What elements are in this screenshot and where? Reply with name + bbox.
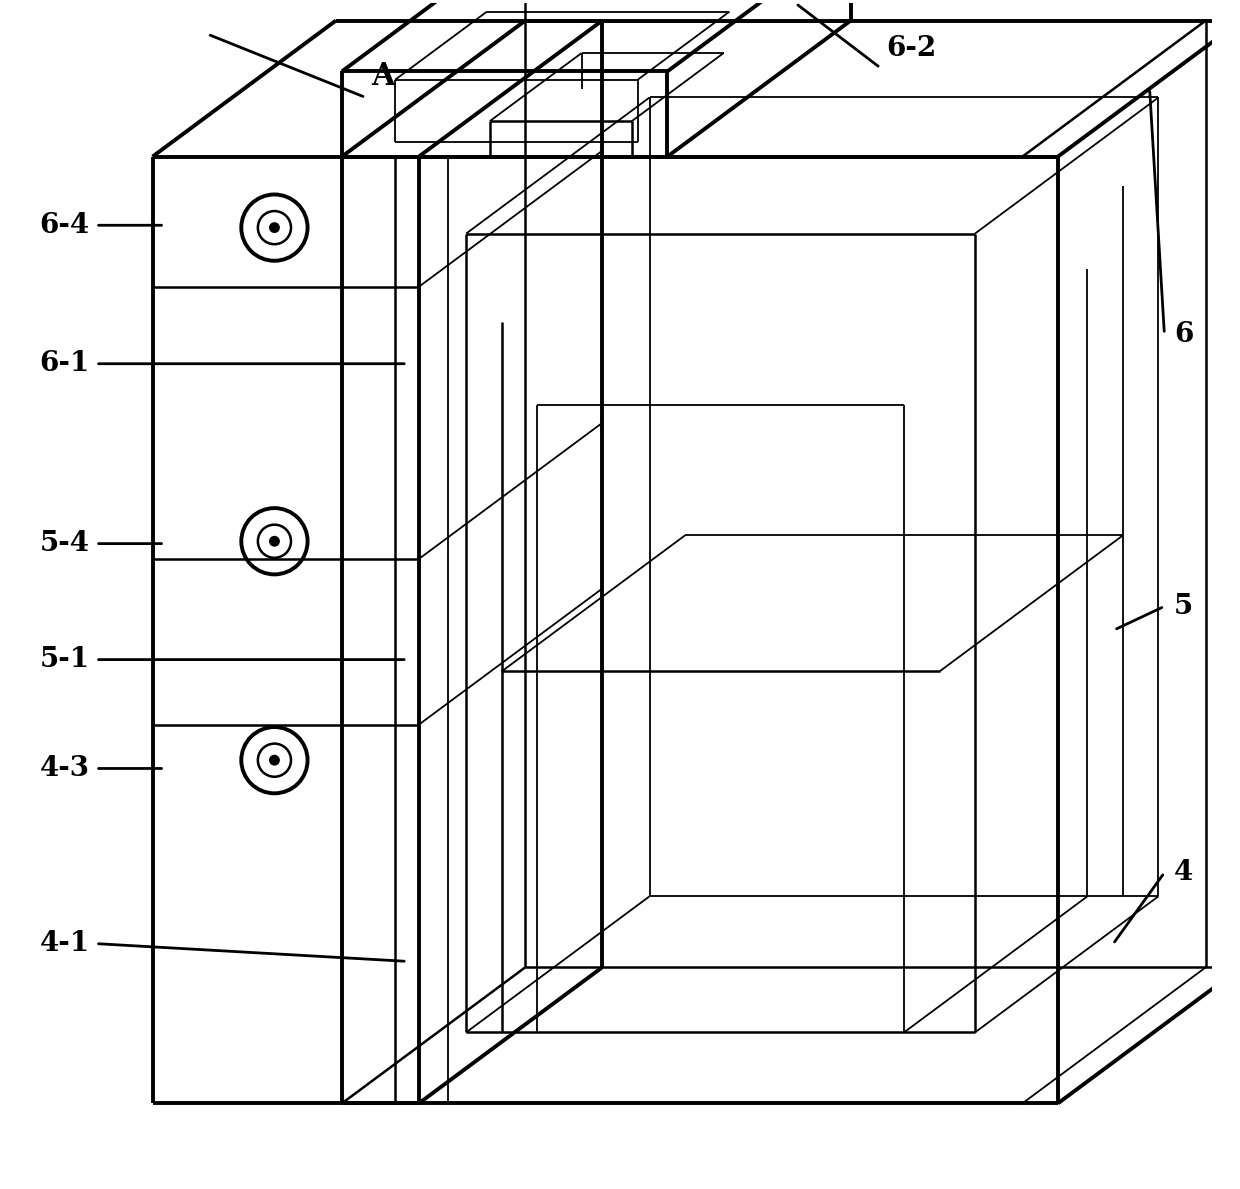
Text: 6-4: 6-4 (40, 212, 89, 239)
Text: 4: 4 (1174, 860, 1193, 886)
Text: 6-2: 6-2 (887, 34, 936, 62)
Text: 6-1: 6-1 (40, 351, 89, 377)
Text: 4-1: 4-1 (40, 930, 89, 957)
Text: 4-3: 4-3 (40, 755, 89, 782)
Text: 5: 5 (1174, 593, 1193, 619)
Text: A: A (372, 61, 396, 92)
Text: 5-4: 5-4 (40, 530, 89, 558)
Circle shape (270, 755, 279, 765)
Text: 5-1: 5-1 (40, 646, 89, 673)
Circle shape (270, 536, 279, 546)
Circle shape (270, 222, 279, 232)
Text: 6: 6 (1174, 321, 1193, 347)
